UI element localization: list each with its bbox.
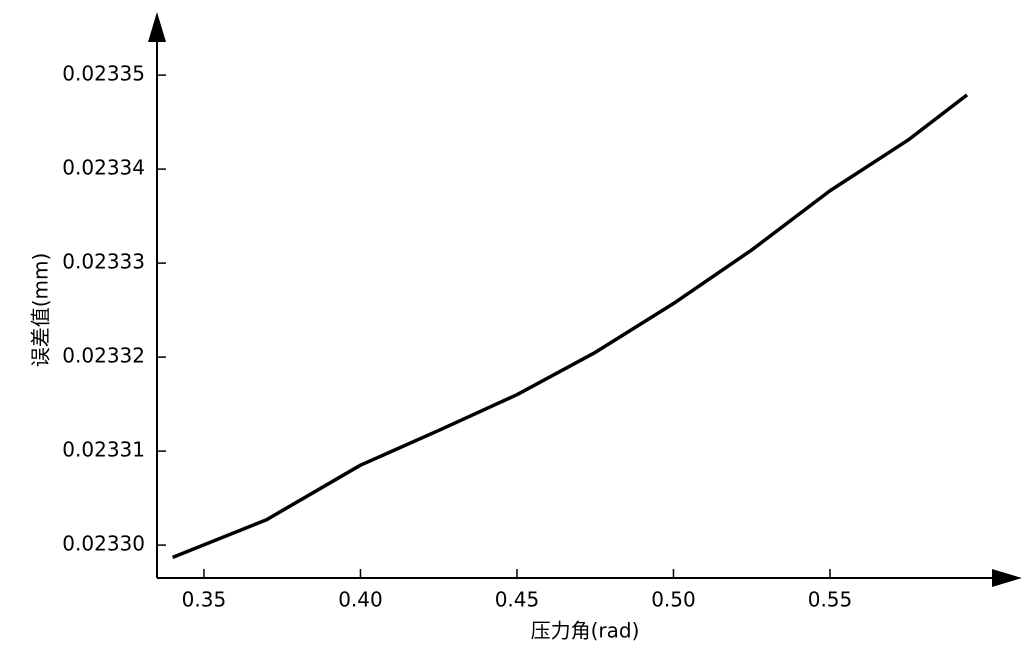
- y-tick-label: 0.02330: [62, 532, 145, 556]
- x-tick-label: 0.40: [338, 588, 383, 612]
- y-axis-label: 误差值(mm): [29, 253, 53, 368]
- x-axis-arrow: [992, 569, 1022, 587]
- y-tick-label: 0.02335: [62, 62, 145, 86]
- x-tick-label: 0.35: [182, 588, 227, 612]
- y-tick-label: 0.02334: [62, 156, 145, 180]
- x-tick-label: 0.55: [808, 588, 853, 612]
- y-tick-label: 0.02331: [62, 438, 145, 462]
- x-axis-label: 压力角(rad): [531, 619, 640, 643]
- x-tick-label: 0.50: [651, 588, 696, 612]
- data-line: [172, 93, 969, 559]
- x-tick-label: 0.45: [495, 588, 540, 612]
- y-axis-arrow: [148, 12, 166, 42]
- y-tick-label: 0.02333: [62, 250, 145, 274]
- y-tick-label: 0.02332: [62, 344, 145, 368]
